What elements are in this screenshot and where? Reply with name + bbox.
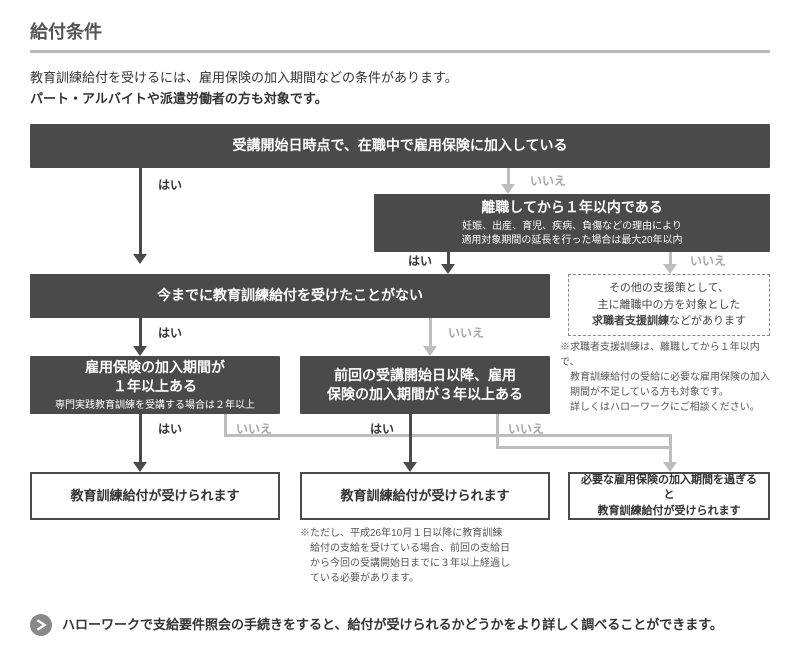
label-n3-yes: はい (158, 324, 182, 341)
footer: ハローワークで支給要件照会の手続きをすると、給付が受けられるかどうかをより詳しく… (30, 614, 770, 636)
note-side: ※求職者支援訓練は、離職してから１年以内で、 教育訓練給付の受給に必要な雇用保険… (560, 340, 774, 415)
node-r3: 必要な雇用保険の加入期間を過ぎると教育訓練給付が受けられます (568, 472, 770, 520)
node-side: その他の支援策として、主に離職中の方を対象とした求職者支援訓練などがあります (568, 274, 770, 336)
label-n5-no: いいえ (508, 420, 544, 437)
node-r1: 教育訓練給付が受けられます (30, 472, 280, 520)
node-start: 受講開始日時点で、在職中で雇用保険に加入している (30, 124, 770, 168)
elbow-n5no-h (496, 446, 670, 449)
label-n1-yes: はい (158, 176, 182, 193)
chevron-right-icon (30, 614, 52, 636)
node-n5: 前回の受講開始日以降、雇用保険の加入期間が３年以上ある (300, 356, 550, 414)
elbow-n5no-v (496, 414, 499, 448)
node-r3-text: 必要な雇用保険の加入期間を過ぎると教育訓練給付が受けられます (578, 473, 760, 519)
node-side-text: その他の支援策として、主に離職中の方を対象とした求職者支援訓練などがあります (592, 280, 746, 330)
node-n3: 今までに教育訓練給付を受けたことがない (30, 274, 550, 318)
label-n1-no: いいえ (530, 172, 566, 189)
node-n5-main: 前回の受講開始日以降、雇用保険の加入期間が３年以上ある (327, 366, 523, 404)
flowchart: 受講開始日時点で、在職中で雇用保険に加入している はい いいえ 離職してから１年… (30, 124, 770, 602)
label-n2-no: いいえ (690, 252, 726, 269)
node-n4: 雇用保険の加入期間が１年以上ある 専門実践教育訓練を受講する場合は２年以上 (30, 356, 280, 414)
node-n2-main: 離職してから１年以内である (481, 198, 662, 217)
node-r2-text: 教育訓練給付が受けられます (340, 487, 509, 505)
note-under-r2: ※ただし、平成26年10月１日以降に教育訓練 給付の支給を受けている場合、前回の… (300, 526, 550, 586)
node-n3-main: 今までに教育訓練給付を受けたことがない (157, 286, 423, 305)
node-r2: 教育訓練給付が受けられます (300, 472, 550, 520)
label-n3-no: いいえ (448, 324, 484, 341)
label-n2-yes: はい (408, 252, 432, 269)
label-n5-yes: はい (370, 420, 394, 437)
elbow-n4no-v (224, 414, 227, 436)
node-n2-sub: 妊娠、出産、育児、疾病、負傷などの理由により適用対象期間の延長を行った場合は最大… (461, 220, 682, 247)
node-n2: 離職してから１年以内である 妊娠、出産、育児、疾病、負傷などの理由により適用対象… (374, 194, 770, 252)
label-n4-yes: はい (158, 420, 182, 437)
node-start-text: 受講開始日時点で、在職中で雇用保険に加入している (232, 136, 567, 155)
intro-block: 教育訓練給付を受けるには、雇用保険の加入期間などの条件があります。 パート・アル… (30, 67, 770, 110)
node-n4-main: 雇用保険の加入期間が１年以上ある (85, 358, 225, 396)
footer-text: ハローワークで支給要件照会の手続きをすると、給付が受けられるかどうかをより詳しく… (62, 616, 723, 634)
page-title: 給付条件 (30, 18, 770, 53)
intro-line1: 教育訓練給付を受けるには、雇用保険の加入期間などの条件があります。 (30, 67, 770, 88)
node-r1-text: 教育訓練給付が受けられます (70, 487, 239, 505)
node-n4-sub: 専門実践教育訓練を受講する場合は２年以上 (55, 399, 255, 413)
intro-line2: パート・アルバイトや派遣労働者の方も対象です。 (30, 88, 770, 109)
elbow-n4no-h (224, 434, 670, 437)
